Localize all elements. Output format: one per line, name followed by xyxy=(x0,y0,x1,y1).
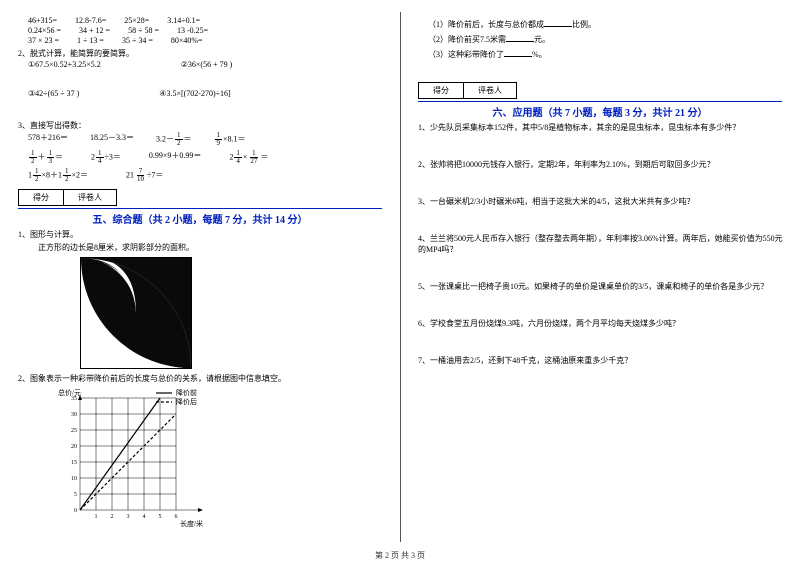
app-q1: 1、少先队员采集标本152件，其中5/8是植物标本，其余的是昆虫标本，昆虫标本有… xyxy=(418,122,790,133)
calc-cell: 35 ÷ 34 = xyxy=(122,36,153,45)
q2-item: ③42÷(65 ÷ 37 ) xyxy=(28,89,79,98)
svg-text:长度/米: 长度/米 xyxy=(180,519,203,528)
price-chart: 降价前 降价后 05101520253035 123456 总价/元 长度/米 xyxy=(50,388,250,538)
q2-item: ②36×(56 + 79 ) xyxy=(181,60,233,69)
calc-cell: 46+315= xyxy=(28,16,57,25)
sub-item: （3）这种彩带降价了%。 xyxy=(428,47,790,60)
q3-item: 12＋13＝ xyxy=(28,150,63,165)
svg-text:20: 20 xyxy=(71,444,77,450)
svg-text:6: 6 xyxy=(175,514,178,520)
calc-cell: 25×28= xyxy=(124,16,149,25)
score-label: 得分 xyxy=(418,82,464,99)
calc-cell: 12.8-7.6= xyxy=(75,16,106,25)
svg-text:降价前: 降价前 xyxy=(176,388,197,397)
svg-text:10: 10 xyxy=(71,476,77,482)
calc-cell: 37 × 23 = xyxy=(28,36,59,45)
q3-item: 214÷3＝ xyxy=(91,150,121,165)
svg-text:5: 5 xyxy=(74,492,77,498)
q3-item: 18.25－3.3＝ xyxy=(90,132,134,147)
calc-cell: 80×40%= xyxy=(171,36,203,45)
app-q6: 6、学校食堂五月份烧煤9.3吨，六月份烧煤，两个月平均每天烧煤多少吨？ xyxy=(418,318,790,329)
score-box: 得分 评卷人 xyxy=(18,189,390,206)
q3-item: 112×8＋112×2＝ xyxy=(28,168,88,183)
q3-item: 578＋216＝ xyxy=(28,132,68,147)
calc-row: 0.24×56 = 34 + 12 = 58 ÷ 58 = 13 -0.25= xyxy=(28,26,390,35)
calc-row: 46+315= 12.8-7.6= 25×28= 3.14÷0.1= xyxy=(28,16,390,25)
svg-text:1: 1 xyxy=(95,514,98,520)
svg-text:3: 3 xyxy=(127,514,130,520)
grader-label: 评卷人 xyxy=(464,82,517,99)
s5-q1-desc: 正方形的边长是8厘米，求阴影部分的面积。 xyxy=(38,242,390,253)
right-column: （1）降价前后，长度与总价都成比例。 （2）降价前买7.5米需元。 （3）这种彩… xyxy=(400,0,800,565)
svg-text:15: 15 xyxy=(71,460,77,466)
svg-text:4: 4 xyxy=(143,514,146,520)
page-footer: 第 2 页 共 3 页 xyxy=(0,550,800,561)
question-2: 2、脱式计算，能简算的要简算。 xyxy=(18,48,390,59)
q3-row: 112×8＋112×2＝ 21710÷7＝ xyxy=(28,168,390,183)
q3-item: 214×127＝ xyxy=(229,150,268,165)
s5-q2: 2、图象表示一种彩带降价前后的长度与总价的关系，请根据图中信息填空。 xyxy=(18,373,390,384)
svg-text:25: 25 xyxy=(71,428,77,434)
calc-cell: 0.24×56 = xyxy=(28,26,61,35)
q3-item: 21710÷7＝ xyxy=(126,168,163,183)
grader-label: 评卷人 xyxy=(64,189,117,206)
score-label: 得分 xyxy=(18,189,64,206)
calc-cell: 13 -0.25= xyxy=(177,26,208,35)
calc-cell: 34 + 12 = xyxy=(79,26,110,35)
q2-item: ④3.5×[(702-270)÷16] xyxy=(159,89,230,98)
calc-row: 37 × 23 = 1 ÷ 13 = 35 ÷ 34 = 80×40%= xyxy=(28,36,390,45)
q3-item: 19×8.1＝ xyxy=(214,132,246,147)
q3-item: 3.2－12＝ xyxy=(156,132,192,147)
q3-row: 12＋13＝ 214÷3＝ 0.99×9＋0.99＝ 214×127＝ xyxy=(28,150,390,165)
q3-item: 0.99×9＋0.99＝ xyxy=(149,150,202,165)
s5-q1: 1、图形与计算。 xyxy=(18,229,390,240)
section-rule xyxy=(18,208,382,209)
left-column: 46+315= 12.8-7.6= 25×28= 3.14÷0.1= 0.24×… xyxy=(0,0,400,565)
geometry-figure xyxy=(80,257,192,369)
section-6-title: 六、应用题（共 7 小题，每题 3 分，共计 21 分） xyxy=(410,104,790,119)
app-q2: 2、张帅将把10000元钱存入银行，定期2年，年利率为2.10%，到期后可取回多… xyxy=(418,159,790,170)
app-q3: 3、一台碾米机2/3小时碾米6吨，相当于这批大米的4/5，这批大米共有多少吨？ xyxy=(418,196,790,207)
svg-text:0: 0 xyxy=(74,508,77,514)
app-q5: 5、一张课桌比一把椅子贵10元。如果椅子的单价是课桌单价的3/5，课桌和椅子的单… xyxy=(418,281,790,292)
svg-text:30: 30 xyxy=(71,412,77,418)
section-rule xyxy=(418,101,782,102)
q3-row: 578＋216＝ 18.25－3.3＝ 3.2－12＝ 19×8.1＝ xyxy=(28,132,390,147)
q2-row: ③42÷(65 ÷ 37 ) ④3.5×[(702-270)÷16] xyxy=(28,89,390,98)
svg-text:5: 5 xyxy=(159,514,162,520)
sub-item: （1）降价前后，长度与总价都成比例。 xyxy=(428,17,790,30)
svg-text:总价/元: 总价/元 xyxy=(58,388,81,397)
q2-item: ①67.5×0.52+3.25×5.2 xyxy=(28,60,101,69)
svg-text:2: 2 xyxy=(111,514,114,520)
app-q7: 7、一桶油用去2/5，还剩下48千克，这桶油原来重多少千克？ xyxy=(418,355,790,366)
q2-row: ①67.5×0.52+3.25×5.2 ②36×(56 + 79 ) xyxy=(28,60,390,69)
section-5-title: 五、综合题（共 2 小题，每题 7 分，共计 14 分） xyxy=(10,211,390,226)
app-q4: 4、兰兰将500元人民币存入银行（整存整去两年期），年利率按3.06%计算。两年… xyxy=(418,233,790,255)
svg-text:降价后: 降价后 xyxy=(176,397,197,406)
score-box: 得分 评卷人 xyxy=(418,82,790,99)
calc-cell: 3.14÷0.1= xyxy=(167,16,200,25)
calc-cell: 58 ÷ 58 = xyxy=(128,26,159,35)
question-3: 3、直接写出得数： xyxy=(18,120,390,131)
sub-item: （2）降价前买7.5米需元。 xyxy=(428,32,790,45)
calc-cell: 1 ÷ 13 = xyxy=(77,36,104,45)
